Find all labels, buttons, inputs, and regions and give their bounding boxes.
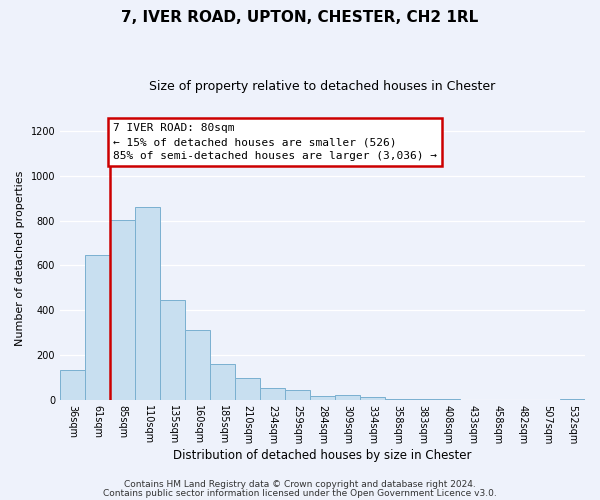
X-axis label: Distribution of detached houses by size in Chester: Distribution of detached houses by size … <box>173 450 472 462</box>
Bar <box>85 256 110 400</box>
Y-axis label: Number of detached properties: Number of detached properties <box>15 171 25 346</box>
Bar <box>335 395 360 400</box>
Bar <box>185 330 210 400</box>
Title: Size of property relative to detached houses in Chester: Size of property relative to detached ho… <box>149 80 496 93</box>
Bar <box>160 300 185 400</box>
Text: Contains public sector information licensed under the Open Government Licence v3: Contains public sector information licen… <box>103 488 497 498</box>
Bar <box>560 398 585 400</box>
Bar <box>135 208 160 400</box>
Bar <box>385 398 410 400</box>
Bar <box>360 398 385 400</box>
Text: 7, IVER ROAD, UPTON, CHESTER, CH2 1RL: 7, IVER ROAD, UPTON, CHESTER, CH2 1RL <box>121 10 479 25</box>
Bar <box>110 220 135 400</box>
Bar <box>235 378 260 400</box>
Text: 7 IVER ROAD: 80sqm
← 15% of detached houses are smaller (526)
85% of semi-detach: 7 IVER ROAD: 80sqm ← 15% of detached hou… <box>113 124 437 162</box>
Text: Contains HM Land Registry data © Crown copyright and database right 2024.: Contains HM Land Registry data © Crown c… <box>124 480 476 489</box>
Bar <box>285 390 310 400</box>
Bar <box>210 364 235 400</box>
Bar <box>260 388 285 400</box>
Bar <box>310 396 335 400</box>
Bar <box>60 370 85 400</box>
